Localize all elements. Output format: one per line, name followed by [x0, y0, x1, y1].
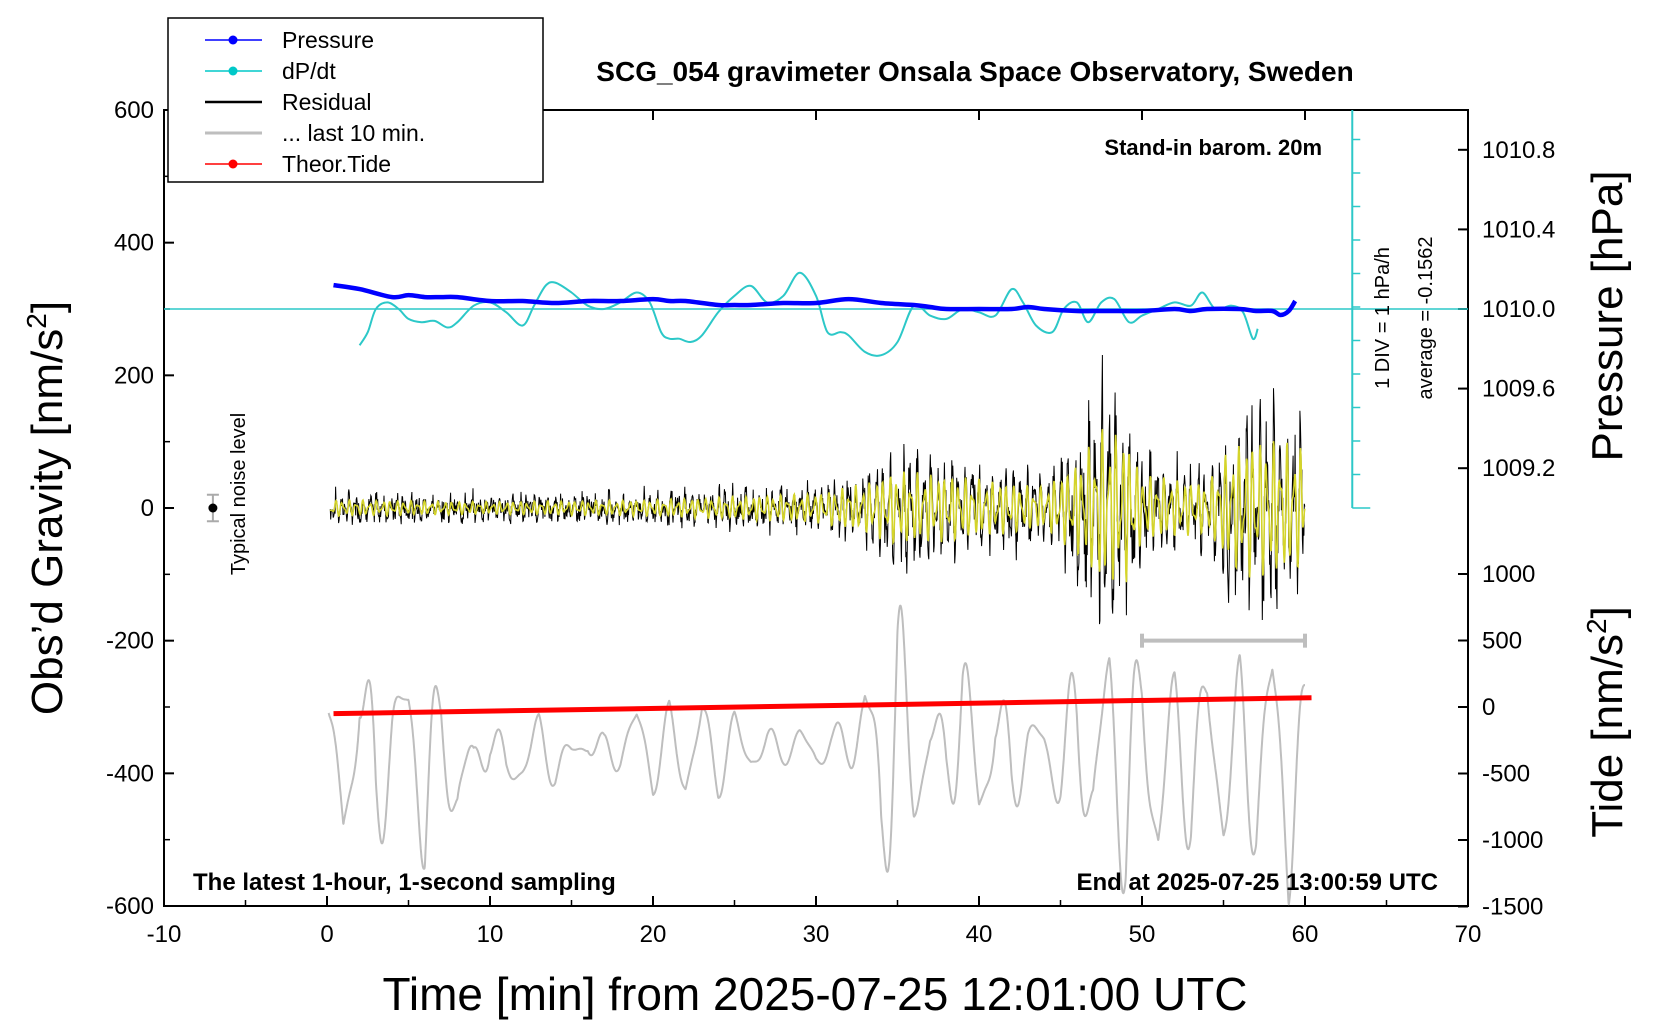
series-pressure: [333, 282, 1298, 318]
x-tick-label: 10: [477, 921, 504, 948]
legend-label: ... last 10 min.: [282, 120, 425, 146]
y-tick-label: 600: [114, 97, 154, 124]
x-tick-label: -10: [147, 921, 182, 948]
dpdt-line: [358, 271, 1259, 357]
stand-in-note: Stand-in barom. 20m: [1104, 135, 1322, 160]
noise-level-label: Typical noise level: [228, 413, 250, 575]
legend-label: Pressure: [282, 27, 374, 53]
x-tick-label: 30: [803, 921, 830, 948]
x-tick-label: 50: [1129, 921, 1156, 948]
tide-tick-label: -1500: [1482, 894, 1543, 921]
chart-title: SCG_054 gravimeter Onsala Space Observat…: [596, 56, 1353, 87]
legend-label: dP/dt: [282, 58, 336, 84]
legend-label: Residual: [282, 89, 372, 115]
pressure-tick-label: 1010.4: [1482, 216, 1555, 243]
y-tick-label: -600: [106, 893, 154, 920]
tide-tick-label: 0: [1482, 694, 1495, 721]
pressure-tick-label: 1009.2: [1482, 455, 1555, 482]
series-last-10-min: [327, 604, 1306, 906]
series-theor-tide: [333, 695, 1312, 717]
average-label: average = -0.1562: [1415, 237, 1437, 400]
tide-tick-label: -1000: [1482, 827, 1543, 854]
x-axis: -10 0 10 20 30 40 50 60 70: [147, 110, 1482, 948]
y-axis-tide: 1000 500 0 -500 -1000 -1500: [1458, 561, 1543, 921]
legend-marker: [228, 66, 238, 76]
tide-tick-label: -500: [1482, 761, 1530, 788]
pressure-tick-label: 1010.0: [1482, 296, 1555, 323]
y-tick-label: -200: [106, 628, 154, 655]
tide-tick-label: 500: [1482, 628, 1522, 655]
div-scale-label: 1 DIV = 1 hPa/h: [1372, 247, 1394, 389]
legend-label: Theor.Tide: [282, 151, 391, 177]
series-residual: [329, 354, 1306, 625]
residual-filtered-line: [329, 429, 1306, 583]
end-at-note: End at 2025-07-25 13:00:59 UTC: [1077, 869, 1439, 896]
x-tick-label: 40: [966, 921, 993, 948]
latest-note: The latest 1-hour, 1-second sampling: [193, 869, 616, 896]
legend-box: [167, 17, 544, 183]
legend-marker: [228, 35, 238, 45]
y-tick-label: 200: [114, 362, 154, 389]
tide-axis-label: Tide [nm/s2]: [1581, 606, 1632, 838]
last-10-min-line: [327, 604, 1306, 906]
y-axis-gravity: 600 400 200 0 -200 -400 -600: [106, 97, 174, 920]
noise-point: [208, 503, 218, 513]
theor-tide-line: [333, 695, 1312, 717]
legend: Pressure dP/dt Residual ... last 10 min. The…: [167, 17, 544, 183]
y-tick-label: -400: [106, 760, 154, 787]
residual-line: [329, 354, 1306, 625]
x-axis-label: Time [min] from 2025-07-25 12:01:00 UTC: [383, 968, 1248, 1020]
tide-tick-label: 1000: [1482, 561, 1535, 588]
x-tick-label: 0: [320, 921, 333, 948]
y-tick-label: 400: [114, 230, 154, 257]
pressure-tick-label: 1009.6: [1482, 376, 1555, 403]
legend-marker: [228, 159, 238, 169]
y-axis-pressure: 1010.8 1010.4 1010.0 1009.6 1009.2: [1458, 137, 1555, 482]
pressure-tick-label: 1010.8: [1482, 137, 1555, 164]
y-tick-label: 0: [141, 495, 154, 522]
x-tick-label: 60: [1292, 921, 1319, 948]
pressure-line: [333, 282, 1298, 318]
x-tick-label: 70: [1455, 921, 1482, 948]
y-axis-label: Obs’d Gravity [nm/s2]: [21, 301, 72, 715]
pressure-axis-label: Pressure [hPa]: [1583, 170, 1632, 461]
x-tick-label: 20: [640, 921, 667, 948]
chart-annotations: [206, 493, 1307, 648]
